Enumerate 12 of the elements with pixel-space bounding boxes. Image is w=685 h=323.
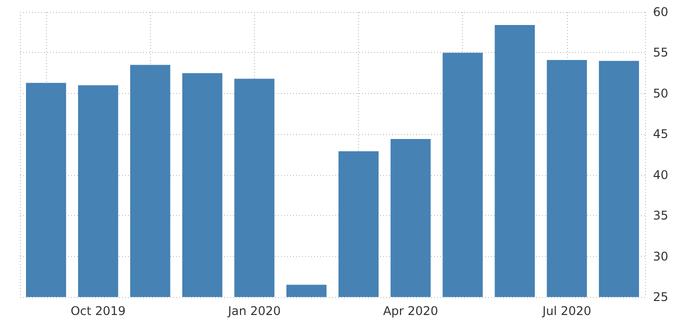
x-tick-label: Jul 2020 [541, 304, 592, 318]
y-tick-label: 25 [653, 290, 668, 304]
y-tick-label: 60 [653, 5, 668, 19]
x-tick-label: Oct 2019 [70, 304, 126, 318]
y-tick-label: 45 [653, 127, 668, 142]
y-tick-label: 50 [653, 86, 668, 100]
x-tick-label: Jan 2020 [226, 304, 281, 318]
y-tick-label: 35 [653, 208, 668, 223]
y-tick-label: 55 [653, 46, 668, 60]
y-tick-label: 30 [653, 249, 668, 264]
x-tick-label: Apr 2020 [383, 304, 438, 318]
y-tick-label: 40 [653, 168, 668, 182]
